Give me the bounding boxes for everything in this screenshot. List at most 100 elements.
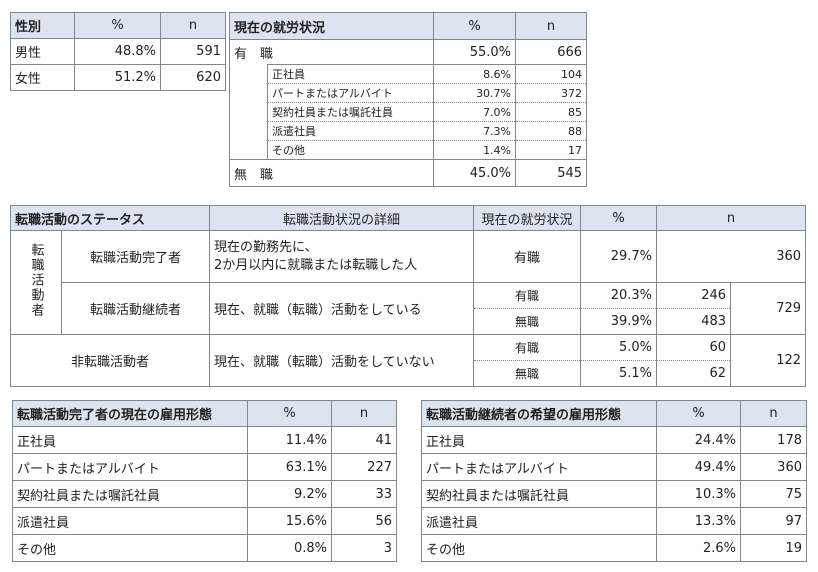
completed-detail-line2: 2か月以内に就職または転職した人 [214, 257, 418, 273]
non-total: 122 [730, 334, 807, 387]
gender-pct: 51.2% [74, 64, 161, 91]
non-n: 60 [656, 334, 732, 361]
non-label: 非転職活動者 [9, 334, 211, 387]
subrow-label: 契約社員または嘱託社員 [266, 102, 435, 122]
subrow-n: 85 [515, 102, 588, 122]
table-row: 女性 51.2% 620 [10, 64, 226, 91]
status-header: 現在の就労状況 [473, 205, 582, 231]
form-pct: 2.6% [656, 534, 741, 562]
continuing-label: 転職活動継続者 [60, 282, 211, 335]
continuing-detail: 現在、就職（転職）活動をしている [209, 282, 475, 335]
gender-table: 性別 % n 男性 48.8% 591 女性 51.2% 620 [10, 12, 226, 91]
subrow-label: 正社員 [266, 64, 435, 84]
table-row: 男性 48.8% 591 [10, 38, 226, 65]
continuing-pct: 20.3% [580, 282, 658, 309]
gender-n: 591 [160, 38, 226, 65]
table-row: 契約社員または嘱託社員 10.3% 75 [421, 480, 807, 508]
completed-label: 転職活動完了者 [60, 230, 211, 283]
subrow-pct: 1.4% [433, 140, 517, 160]
table-row: 派遣社員 7.3% 88 [230, 121, 588, 141]
subrow-label: その他 [266, 140, 435, 160]
table-row: 有 職 55.0% 666 [228, 39, 588, 65]
non-n: 62 [656, 360, 732, 387]
table-row: 無職 39.9% 483 [11, 308, 806, 335]
table-row: 転職活動継続者 現在、就職（転職）活動をしている 有職 20.3% 246 72… [11, 282, 807, 335]
form-n: 178 [740, 426, 807, 454]
gender-n: 620 [160, 64, 226, 91]
table-row: パートまたはアルバイト 63.1% 227 [12, 453, 397, 481]
form-n: 360 [740, 453, 807, 481]
gender-title: 性別 [10, 12, 75, 39]
subrow-pct: 7.0% [433, 102, 517, 122]
form-pct: 10.3% [656, 480, 741, 508]
form-n: 41 [331, 426, 397, 454]
continuing-n: 246 [656, 282, 732, 309]
table-row: 非転職活動者 現在、就職（転職）活動をしていない 有職 5.0% 60 122 [9, 334, 807, 387]
continuing-status: 無職 [473, 308, 582, 335]
table-row: 正社員 11.4% 41 [12, 426, 397, 454]
subrow-pct: 8.6% [433, 64, 517, 84]
table-row: 無 職 45.0% 545 [228, 159, 588, 187]
table-row: 派遣社員 13.3% 97 [421, 507, 807, 535]
subrow-n: 104 [515, 64, 588, 84]
jobchange-table: 転職活動のステータス 転職活動状況の詳細 現在の就労状況 % n 転職活動者 転… [9, 205, 807, 387]
form-n: 75 [740, 480, 807, 508]
table-row: 転職活動者 転職活動完了者 現在の勤務先に、 2か月以内に就職または転職した人 … [10, 230, 807, 335]
continuing-form-pct-header: % [656, 400, 741, 427]
form-pct: 49.4% [656, 453, 741, 481]
form-pct: 11.4% [247, 426, 332, 454]
gender-label: 女性 [10, 64, 75, 91]
employed-pct: 55.0% [433, 39, 517, 65]
form-n: 97 [740, 507, 807, 535]
form-label: 正社員 [12, 426, 248, 454]
unemployed-label: 無 職 [228, 159, 435, 187]
gender-pct: 48.8% [74, 38, 161, 65]
continuing-form-title: 転職活動継続者の希望の雇用形態 [421, 400, 657, 427]
form-n: 19 [740, 534, 807, 562]
form-n: 3 [331, 534, 397, 562]
subrow-pct: 30.7% [433, 83, 517, 103]
completed-form-title: 転職活動完了者の現在の雇用形態 [12, 400, 248, 427]
subrow-n: 88 [515, 121, 588, 141]
table-row: 派遣社員 15.6% 56 [12, 507, 397, 535]
employment-title: 現在の就労状況 [228, 12, 435, 40]
non-detail: 現在、就職（転職）活動をしていない [209, 334, 475, 387]
form-label: 派遣社員 [421, 507, 657, 535]
completed-pct: 29.7% [580, 230, 658, 283]
form-label: 派遣社員 [12, 507, 248, 535]
completed-form-table: 転職活動完了者の現在の雇用形態 % n 正社員 11.4% 41 パートまたはア… [12, 400, 397, 562]
non-status: 有職 [473, 334, 582, 361]
form-label: 契約社員または嘱託社員 [12, 480, 248, 508]
subrow-pct: 7.3% [433, 121, 517, 141]
continuing-total: 729 [730, 282, 807, 335]
jobchange-pct-header: % [580, 205, 658, 231]
form-pct: 0.8% [247, 534, 332, 562]
form-pct: 63.1% [247, 453, 332, 481]
unemployed-pct: 45.0% [433, 159, 517, 187]
continuing-form-table: 転職活動継続者の希望の雇用形態 % n 正社員 24.4% 178 パートまたは… [421, 400, 807, 562]
form-label: 契約社員または嘱託社員 [421, 480, 657, 508]
table-row: その他 1.4% 17 [230, 140, 588, 160]
employment-n-header: n [515, 12, 588, 40]
jobchange-title: 転職活動のステータス [9, 205, 211, 231]
completed-form-pct-header: % [247, 400, 332, 427]
form-pct: 24.4% [656, 426, 741, 454]
gender-pct-header: % [74, 12, 161, 39]
form-label: パートまたはアルバイト [421, 453, 657, 481]
form-pct: 15.6% [247, 507, 332, 535]
completed-detail-line1: 現在の勤務先に、 [214, 239, 318, 255]
table-row: 契約社員または嘱託社員 9.2% 33 [12, 480, 397, 508]
continuing-n: 483 [656, 308, 732, 335]
subrow-n: 17 [515, 140, 588, 160]
table-row: パートまたはアルバイト 49.4% 360 [421, 453, 807, 481]
table-row: 正社員 8.6% 104 [229, 64, 588, 160]
subrow-label: 派遣社員 [266, 121, 435, 141]
completed-form-n-header: n [331, 400, 397, 427]
side-label: 転職活動者 [28, 243, 44, 318]
employed-label: 有 職 [228, 39, 435, 65]
gender-label: 男性 [10, 38, 75, 65]
non-pct: 5.0% [580, 334, 658, 361]
continuing-pct: 39.9% [580, 308, 658, 335]
form-n: 33 [331, 480, 397, 508]
continuing-form-n-header: n [740, 400, 807, 427]
